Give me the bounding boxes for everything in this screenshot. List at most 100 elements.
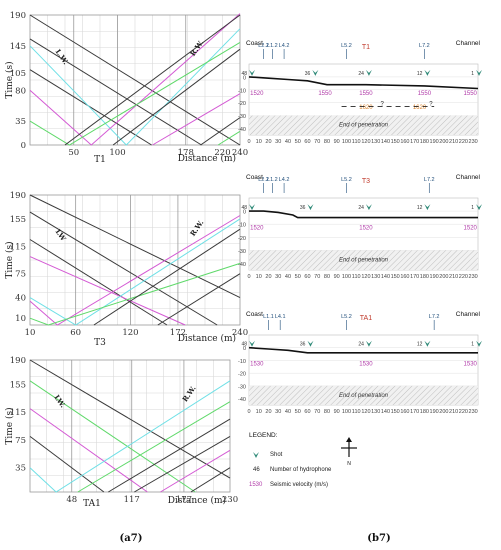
x-tick-label: 200 (439, 409, 448, 415)
section-title: T1 (362, 44, 370, 51)
x-tick-label: 160 (400, 274, 409, 280)
x-tick-label: 120 (361, 274, 370, 280)
shot-number: 12 (417, 342, 423, 348)
x-tick-label: 0 (247, 409, 250, 415)
section-title: TA1 (360, 315, 372, 322)
legend-hydrophone-num: 46 (253, 467, 260, 473)
seabed-line (249, 210, 478, 219)
traveltime-series-black (93, 228, 241, 326)
shot-icon (365, 69, 372, 76)
y-tick-label: 75 (15, 270, 26, 280)
seabed-line (248, 76, 479, 90)
x-tick-label: 150 (391, 409, 400, 415)
y-tick-label: 0 (21, 141, 26, 151)
hydrophone-label: L2.2 (258, 43, 269, 49)
x-tick-label: 190 (430, 274, 439, 280)
x-tick-label: 90 (334, 274, 340, 280)
shot-icon (424, 69, 431, 76)
penetration-label: End of penetration (339, 393, 389, 399)
x-tick-label: 210 (449, 139, 458, 145)
shot-number: 36 (305, 71, 311, 77)
x-tick-label: 70 (314, 139, 320, 145)
x-tick-label: 150 (391, 139, 400, 145)
plot-frame (29, 194, 241, 326)
seismic-velocity: 1530 (464, 362, 478, 368)
traveltime-series-black (29, 239, 168, 326)
penetration-label: End of penetration (339, 257, 389, 263)
traveltime-series-black (112, 48, 241, 146)
seismic-velocity: 1550 (418, 91, 432, 97)
x-tick-label: 140 (381, 409, 390, 415)
shot-number: 36 (300, 342, 306, 348)
x-tick-label: 220 (459, 139, 468, 145)
x-tick-label: 80 (324, 409, 330, 415)
traveltime-series-black (29, 69, 152, 146)
traveltime-series-magenta (160, 449, 231, 493)
x-tick-label: 160 (400, 139, 409, 145)
legend-velocity-num: 1530 (249, 482, 263, 488)
traveltime-chart-t1: 0 35 80 105 145 190 50 100 178 220 240 Time (s) Dist… (4, 11, 248, 165)
x-tick-label: 190 (430, 409, 439, 415)
traveltime-series-black (64, 14, 241, 146)
x-tick-label: 20 (265, 274, 271, 280)
shot-number: 12 (417, 205, 423, 211)
shot-icon (249, 340, 255, 347)
x-tick-label: 30 (275, 139, 281, 145)
lw-label: L.W. (54, 47, 71, 66)
shot-number: 48 (241, 205, 247, 211)
y-tick-label: 190 (10, 356, 26, 366)
hydrophone-label: L1.2 (267, 177, 278, 183)
shot-number: 12 (417, 71, 423, 77)
y-tick-label: -40 (238, 397, 246, 403)
x-tick-label: 130 (371, 274, 380, 280)
traveltime-chart-t3: 10 40 75 115 155 190 10 60 120 172 240 Time (s) Dist… (4, 191, 248, 348)
lw-label: LW (54, 227, 69, 242)
y-tick-label: -10 (238, 223, 246, 229)
y-tick-label: -30 (238, 384, 246, 390)
lw-label: LW. (52, 393, 67, 409)
x-tick-label: 200 (439, 274, 448, 280)
shot-icon (365, 204, 372, 211)
x-tick-label: 160 (400, 409, 409, 415)
x-tick-label: 110 (352, 409, 361, 415)
reflector-question: ? (429, 102, 433, 108)
traveltime-series-black (108, 418, 231, 493)
traveltime-series-black (190, 467, 231, 493)
rw-label: R.W. (180, 384, 197, 403)
shot-icon (476, 340, 483, 347)
legend: LEGEND: Shot 46 Number of hydrophone 1530 Sei… (249, 432, 357, 488)
panel-label: T3 (94, 338, 106, 348)
coast-label: Coast (246, 174, 263, 181)
x-tick-label: 120 (122, 328, 138, 338)
penetration-label: End of penetration (339, 123, 389, 129)
seismic-velocity: 1550 (359, 91, 373, 97)
shot-number: 24 (358, 342, 364, 348)
y-tick-label: 35 (15, 117, 26, 127)
seismic-velocity: 1550 (318, 91, 332, 97)
x-tick-label: 140 (381, 139, 390, 145)
x-tick-label: 210 (449, 409, 458, 415)
traveltime-series-green (29, 380, 196, 493)
x-tick-label: 60 (70, 328, 81, 338)
traveltime-series-black (29, 14, 241, 146)
traveltime-chart-ta1: 35 75 115 155 190 48 117 177 230 Time (s) Distance… (4, 356, 238, 509)
x-tick-label: 100 (342, 274, 351, 280)
section-t1: 0-10-20-30-400 10 20 30 40 50 60 70 80 90 100 110 12… (238, 40, 483, 145)
y-tick-label: -40 (238, 127, 246, 133)
shot-icon (307, 340, 314, 347)
traveltime-series-black (29, 194, 241, 299)
coast-label: Coast (246, 40, 263, 47)
shot-icon (476, 204, 483, 211)
y-tick-label: 190 (10, 191, 26, 201)
x-tick-label: 48 (66, 495, 77, 505)
x-tick-label: 10 (256, 409, 262, 415)
y-tick-label: -20 (238, 236, 246, 242)
x-tick-label: 100 (109, 148, 125, 158)
section-t3: 0-10-20-30-400 10 20 30 40 50 60 70 80 90 100 110 12… (238, 174, 483, 280)
legend-shot-text: Shot (270, 452, 283, 458)
x-tick-label: 10 (25, 328, 36, 338)
x-tick-label: 80 (324, 274, 330, 280)
caption-b7: (b7) (367, 533, 390, 544)
traveltime-series-green (217, 130, 241, 146)
